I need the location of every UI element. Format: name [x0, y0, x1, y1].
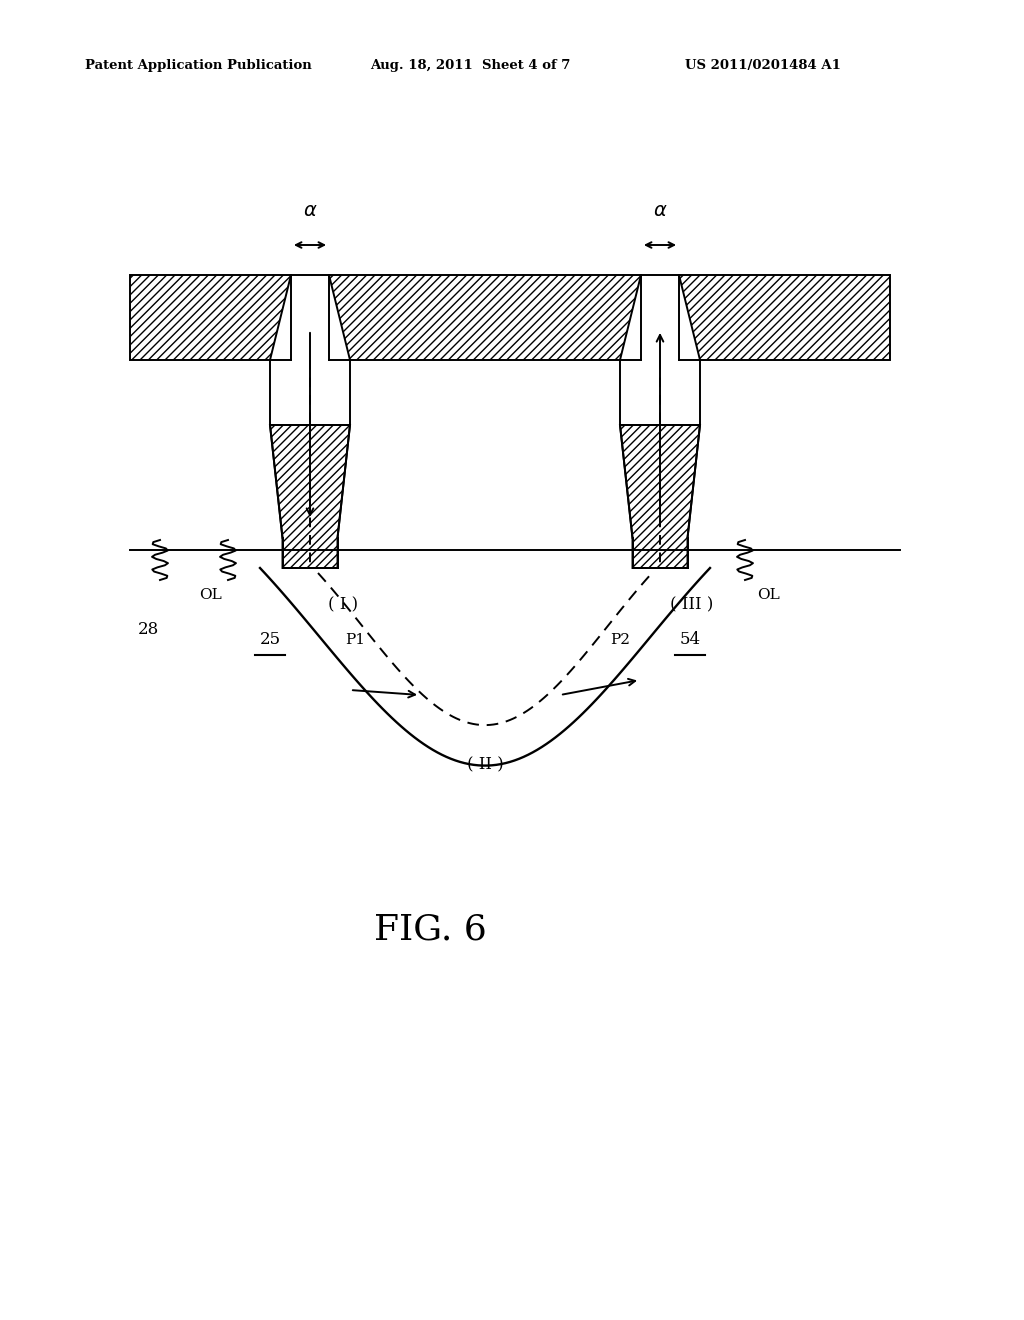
Polygon shape	[270, 425, 350, 568]
Text: ( III ): ( III )	[670, 597, 714, 614]
Polygon shape	[620, 425, 700, 568]
Text: ( I ): ( I )	[328, 597, 358, 614]
Text: Patent Application Publication: Patent Application Publication	[85, 58, 311, 71]
Text: Aug. 18, 2011  Sheet 4 of 7: Aug. 18, 2011 Sheet 4 of 7	[370, 58, 570, 71]
Polygon shape	[679, 275, 890, 360]
Text: OL: OL	[199, 587, 221, 602]
Text: OL: OL	[757, 587, 779, 602]
Text: P1: P1	[345, 634, 365, 647]
Text: $\alpha$: $\alpha$	[652, 202, 668, 220]
Text: $\alpha$: $\alpha$	[303, 202, 317, 220]
Text: ( II ): ( II )	[467, 756, 504, 774]
Text: US 2011/0201484 A1: US 2011/0201484 A1	[685, 58, 841, 71]
Text: FIG. 6: FIG. 6	[374, 913, 486, 946]
Polygon shape	[130, 275, 291, 360]
Polygon shape	[329, 275, 641, 360]
Text: P2: P2	[610, 634, 630, 647]
Text: 28: 28	[137, 622, 159, 639]
Text: 54: 54	[680, 631, 700, 648]
Text: 25: 25	[259, 631, 281, 648]
